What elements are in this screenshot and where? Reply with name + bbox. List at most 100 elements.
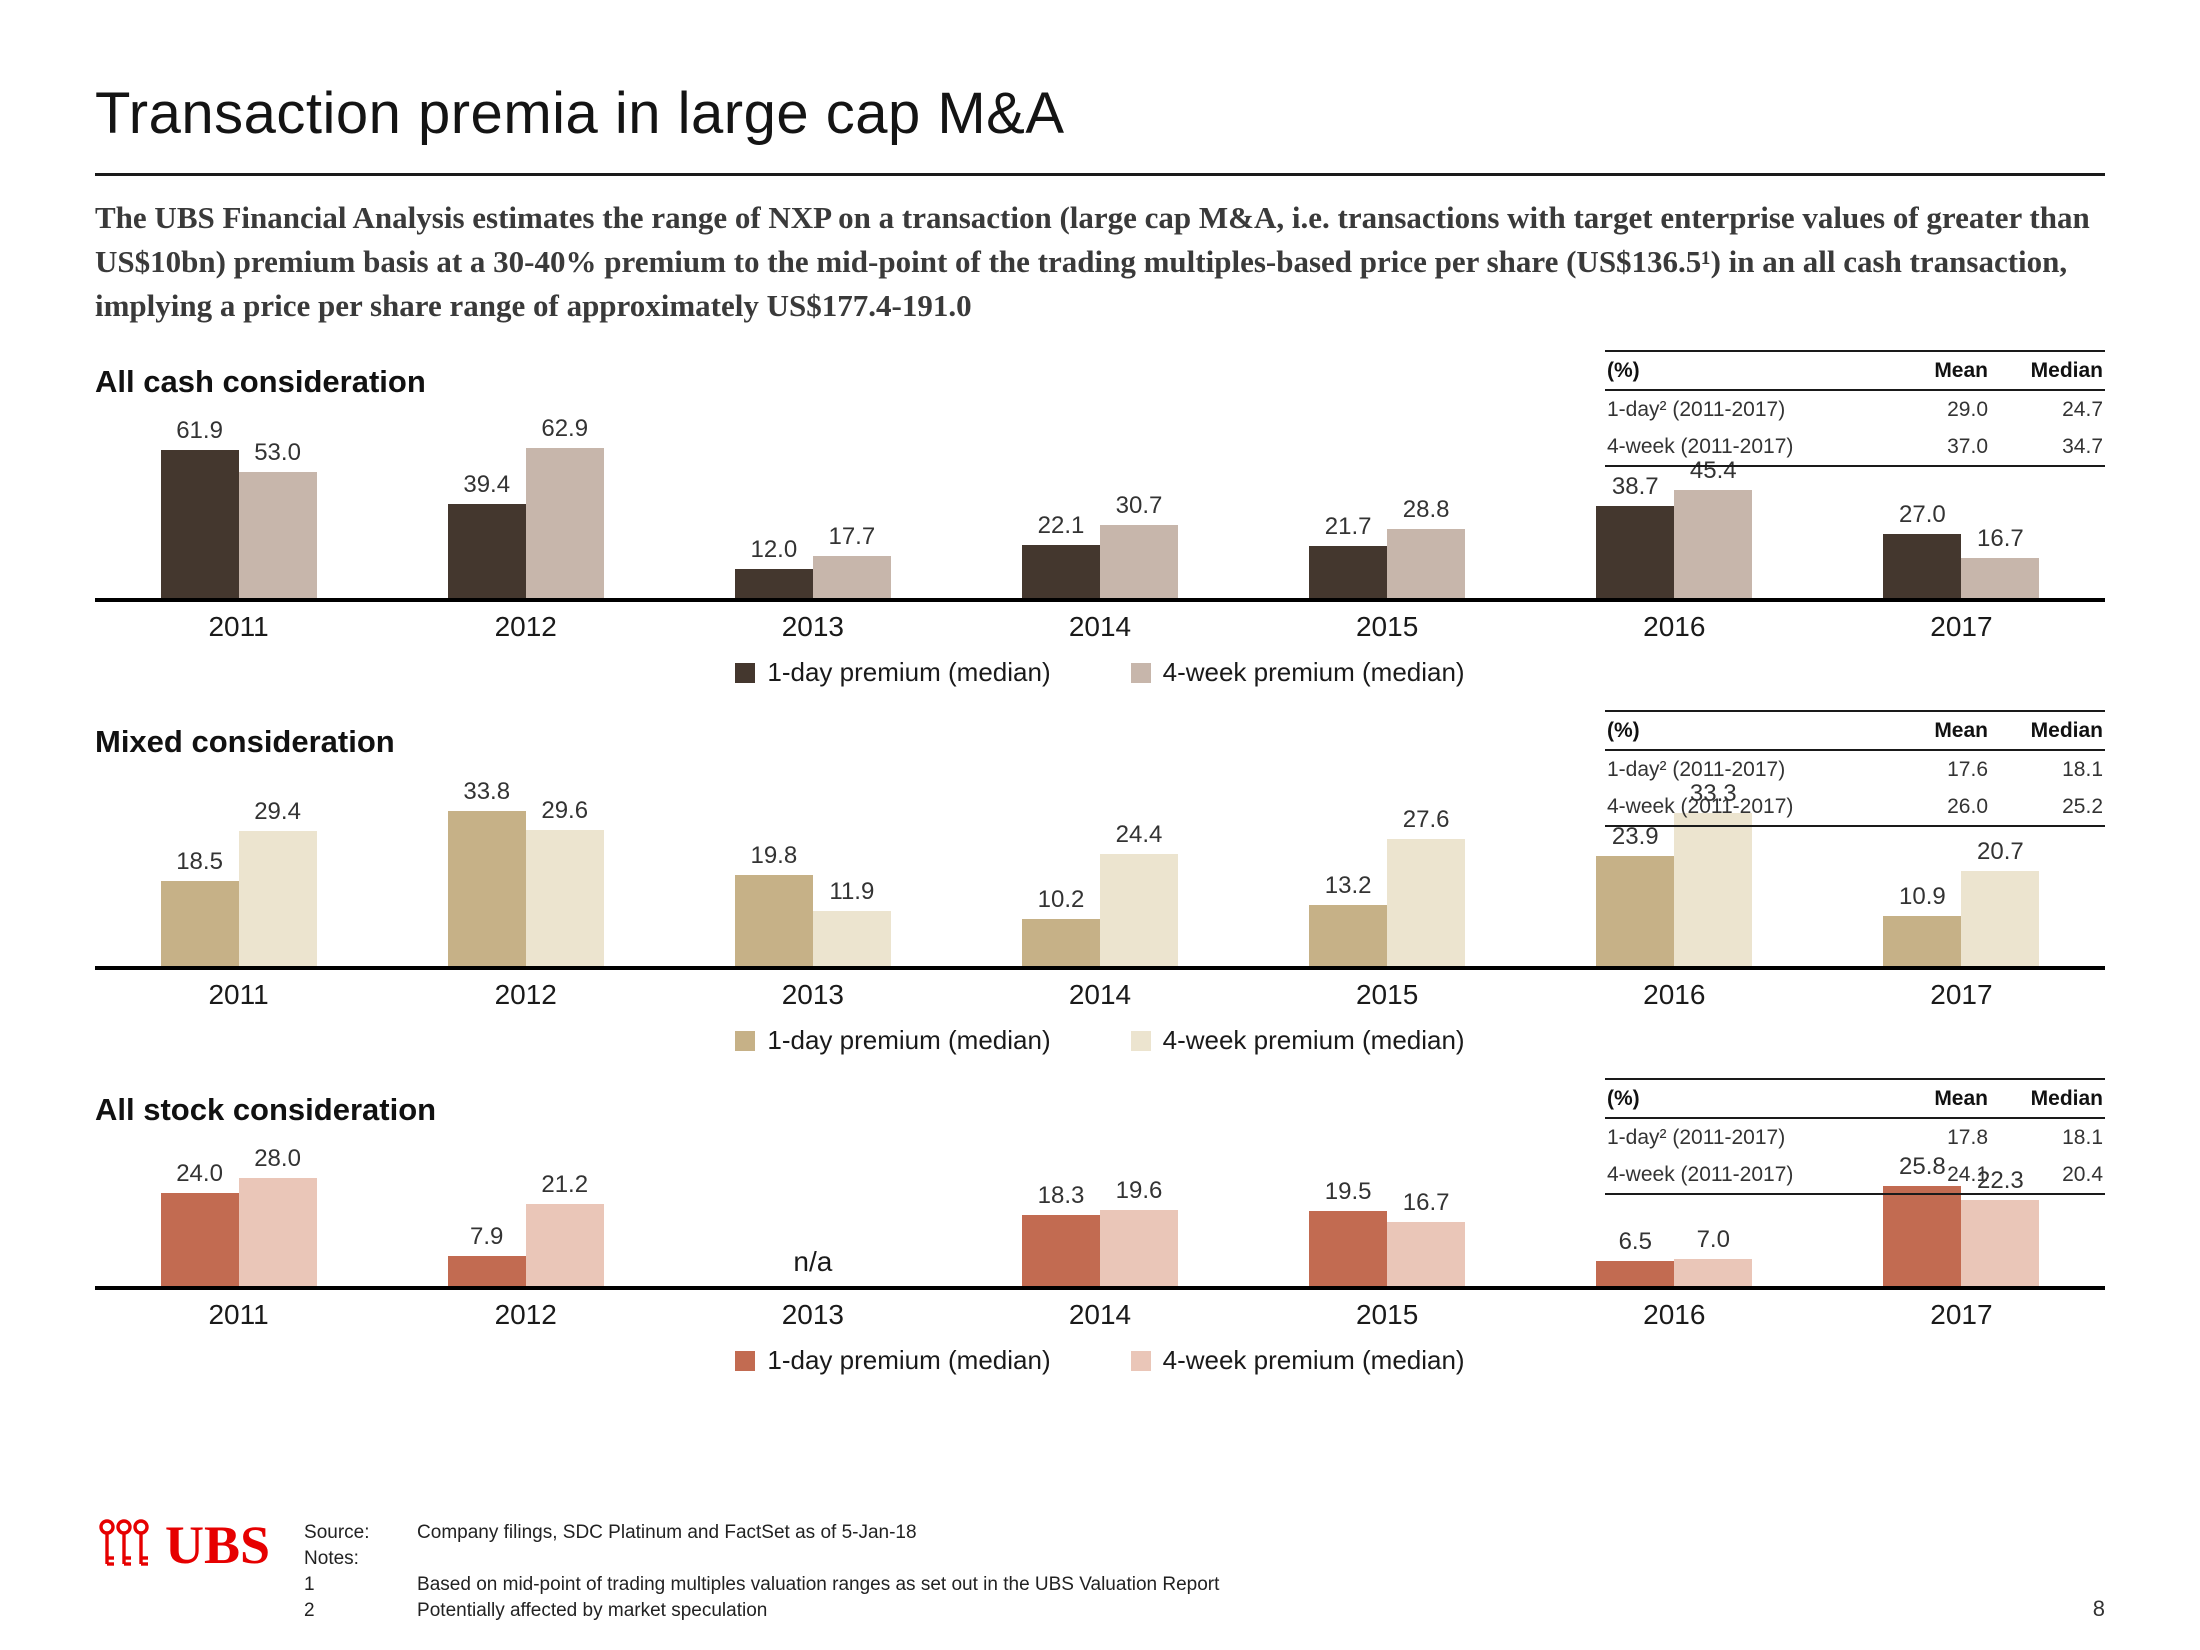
note1-number: 1 [304,1574,315,1595]
bar-chart: 24.0 28.0 7.9 21.2 n/a 18.3 19.6 19.5 16.7 6.5 7.0… [95,1138,2105,1291]
x-axis-labels: 2011 2012 2013 2014 2015 2016 2017 [95,979,2105,1011]
year-label: 2012 [494,979,557,1011]
bar-4week-premium [1387,1222,1466,1287]
bar-chart: 61.9 53.0 39.4 62.9 12.0 17.7 22.1 30.7 21.7 28.8… [95,410,2105,603]
stats-header-cell: (%) [1605,1079,1875,1120]
bar-4week-premium [1674,1259,1753,1287]
bar-value-label: 24.0 [176,1160,223,1188]
bar-4week-premium [525,830,604,967]
bar-wrap: 18.5 [160,848,239,967]
bar-4week-premium [1387,529,1466,599]
stats-cell: 26.0 [1947,795,1988,819]
bar-value-label: 19.5 [1324,1178,1372,1206]
bar-4week-premium [1674,490,1753,599]
year-label: 2014 [1068,1299,1132,1331]
bar-wrap: 38.7 [1596,473,1675,599]
bar-value-label: 38.7 [1611,473,1659,501]
stats-table: (%) Mean Median 1-day² (2011-2017) 17.8 … [1605,1078,2105,1196]
bar-group: 21.7 28.8 [1244,496,1531,599]
stats-header-cell: Median [1990,711,2105,752]
bar-value-label: 28.8 [1402,496,1450,524]
bar-value-label: 33.8 [463,778,511,806]
bar-wrap: 62.9 [525,415,604,599]
bar-group: 61.9 53.0 [95,417,382,599]
legend-label: 4-week premium (median) [1162,1345,1465,1376]
chart-section-all-stock: All stock consideration (%) Mean Median … [95,1078,2105,1376]
bar-group: 27.0 16.7 [1818,501,2105,599]
bar-group: 18.3 19.6 [956,1177,1243,1287]
stats-header-cell: (%) [1605,711,1875,752]
stats-row: 1-day² (2011-2017) 17.8 18.1 [1605,1118,2105,1156]
stats-cell: 17.6 [1947,758,1988,782]
bar-wrap: 27.6 [1387,806,1466,967]
bar-wrap: 33.8 [447,778,526,967]
stats-cell: 18.1 [2062,758,2103,782]
bar-value-label: 18.5 [176,848,223,876]
bar-group: 22.1 30.7 [956,492,1243,599]
source-label: Source: [304,1522,370,1543]
bar-value-label: 12.0 [750,536,798,564]
bar-4week-premium [1099,1210,1178,1287]
bar-4week-premium [1099,525,1178,599]
legend-item: 4-week premium (median) [1130,1025,1465,1056]
legend-item: 1-day premium (median) [735,1025,1051,1056]
bar-4week-premium [1961,871,2040,967]
bar-wrap: 29.6 [525,797,604,967]
bar-value-label: 29.6 [541,797,589,825]
year-label: 2015 [1355,979,1419,1011]
bar-4week-premium [525,1204,604,1287]
stats-header-cell: Mean [1875,351,1990,392]
year-label: 2011 [208,611,269,643]
bar-value-label: 10.9 [1899,883,1946,911]
bar-4week-premium [1961,558,2040,599]
bar-group: 6.5 7.0 [1531,1226,1818,1287]
bar-value-label: 10.2 [1037,886,1085,914]
bar-value-label: 30.7 [1115,492,1163,520]
stats-row: 1-day² (2011-2017) 29.0 24.7 [1605,390,2105,428]
stats-row: 4-week (2011-2017) 24.1 20.4 [1605,1156,2105,1194]
bar-4week-premium [1387,839,1466,967]
legend-label: 1-day premium (median) [767,1025,1051,1056]
ubs-logo: UBS [95,1516,270,1574]
stats-row: 4-week (2011-2017) 37.0 34.7 [1605,428,2105,466]
stats-cell: 24.1 [1947,1163,1988,1187]
bar-wrap: 19.6 [1099,1177,1178,1287]
bar-wrap: 10.9 [1883,883,1962,967]
bar-wrap: 23.9 [1596,823,1675,967]
legend-swatch-1day-icon [735,662,756,683]
legend-label: 1-day premium (median) [767,657,1051,688]
bar-value-label: 16.7 [1402,1189,1450,1217]
bar-wrap: 39.4 [447,471,526,599]
year-label: 2017 [1930,1299,1993,1331]
chart-legend: 1-day premium (median) 4-week premium (m… [95,1345,2105,1376]
stats-table: (%) Mean Median 1-day² (2011-2017) 29.0 … [1605,350,2105,468]
footer: UBS Source: Company filings, SDC Platinu… [95,1492,2105,1622]
note2-text: Potentially affected by market speculati… [417,1600,768,1621]
legend-item: 1-day premium (median) [735,657,1051,688]
stats-header-cell: Mean [1875,1079,1990,1120]
bar-wrap: 10.2 [1021,886,1100,967]
legend-swatch-4week-icon [1130,662,1151,683]
bar-1day-premium [1596,1261,1675,1287]
page-title: Transaction premia in large cap M&A [95,81,1065,146]
stats-cell: 4-week (2011-2017) [1607,435,1794,459]
legend-label: 1-day premium (median) [767,1345,1051,1376]
legend-swatch-4week-icon [1130,1350,1151,1371]
note2-number: 2 [304,1600,315,1621]
bar-1day-premium [160,881,239,967]
year-label: 2011 [208,1299,269,1331]
bar-group: 10.9 20.7 [1818,838,2105,967]
stats-header-cell: (%) [1605,351,1875,392]
bar-group: n/a [669,1246,956,1286]
stats-cell: 29.0 [1947,398,1988,422]
notes-spacer [417,1548,1219,1570]
bar-1day-premium [160,1193,239,1287]
bar-value-label: 19.8 [750,842,798,870]
bar-value-label: 24.4 [1115,821,1163,849]
na-label: n/a [793,1246,833,1278]
bar-value-label: 27.6 [1402,806,1450,834]
legend-item: 1-day premium (median) [735,1345,1051,1376]
bar-value-label: 22.1 [1037,512,1085,540]
legend-item: 4-week premium (median) [1130,1345,1465,1376]
x-axis-labels: 2011 2012 2013 2014 2015 2016 2017 [95,611,2105,643]
